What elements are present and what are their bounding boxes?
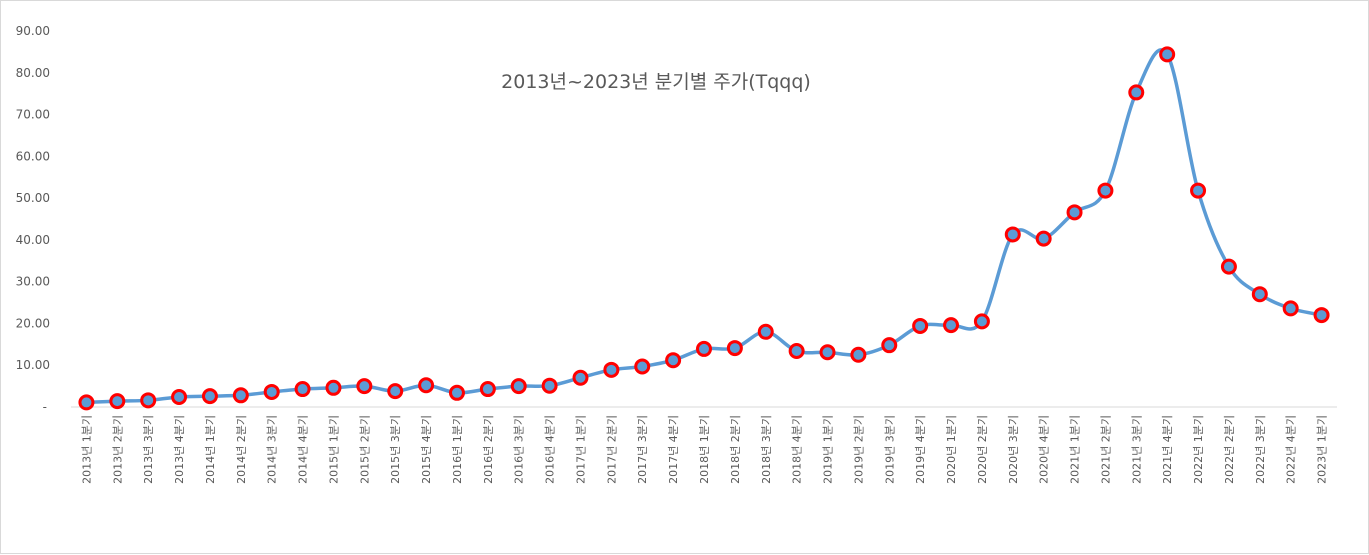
x-tick-label: 2014년 3분기 bbox=[266, 415, 279, 484]
x-tick-label: 2021년 3분기 bbox=[1130, 415, 1143, 484]
y-tick-label: 60.00 bbox=[16, 149, 50, 163]
data-point bbox=[78, 394, 95, 411]
y-tick-label: 90.00 bbox=[16, 24, 50, 38]
data-point bbox=[1128, 84, 1145, 101]
data-point bbox=[1066, 204, 1083, 221]
x-tick-label: 2022년 1분기 bbox=[1192, 415, 1205, 484]
data-point bbox=[448, 384, 465, 401]
data-point bbox=[1313, 307, 1330, 324]
x-tick-label: 2015년 1분기 bbox=[327, 415, 340, 484]
x-tick-label: 2017년 1분기 bbox=[574, 415, 587, 484]
x-tick-label: 2014년 4분기 bbox=[297, 415, 310, 484]
data-point bbox=[418, 377, 435, 394]
y-axis-ticks: - 10.00 20.00 30.00 40.00 50.00 60.00 70.00 80.0… bbox=[16, 24, 50, 414]
data-point bbox=[819, 344, 836, 361]
y-tick-label: 30.00 bbox=[16, 275, 50, 289]
data-point bbox=[912, 317, 929, 334]
x-tick-label: 2019년 1분기 bbox=[822, 415, 835, 484]
x-tick-label: 2016년 2분기 bbox=[482, 415, 495, 484]
x-tick-label: 2018년 2분기 bbox=[729, 415, 742, 484]
x-tick-label: 2016년 3분기 bbox=[513, 415, 526, 484]
data-point bbox=[850, 346, 867, 363]
data-point bbox=[232, 387, 249, 404]
data-point bbox=[881, 337, 898, 354]
data-point bbox=[325, 379, 342, 396]
y-tick-label: 10.00 bbox=[16, 358, 50, 372]
data-point bbox=[1035, 230, 1052, 247]
x-tick-label: 2014년 1분기 bbox=[204, 415, 217, 484]
x-tick-label: 2021년 2분기 bbox=[1099, 415, 1112, 484]
y-tick-label: 80.00 bbox=[16, 66, 50, 80]
data-point bbox=[171, 388, 188, 405]
data-point bbox=[263, 383, 280, 400]
x-tick-label: 2021년 1분기 bbox=[1069, 415, 1082, 484]
data-point bbox=[1251, 286, 1268, 303]
x-tick-label: 2016년 4분기 bbox=[544, 415, 557, 484]
data-point bbox=[1190, 182, 1207, 199]
x-tick-label: 2023년 1분기 bbox=[1316, 415, 1329, 484]
data-point bbox=[479, 381, 496, 398]
x-tick-label: 2016년 1분기 bbox=[451, 415, 464, 484]
x-tick-label: 2019년 4분기 bbox=[914, 415, 927, 484]
x-tick-label: 2020년 4분기 bbox=[1038, 415, 1051, 484]
data-point bbox=[1220, 258, 1237, 275]
x-tick-label: 2013년 3분기 bbox=[142, 415, 155, 484]
data-point bbox=[387, 383, 404, 400]
x-tick-label: 2017년 4분기 bbox=[667, 415, 680, 484]
data-point bbox=[109, 393, 126, 410]
x-tick-label: 2015년 3분기 bbox=[389, 415, 402, 484]
x-tick-label: 2018년 3분기 bbox=[760, 415, 773, 484]
x-tick-label: 2021년 4분기 bbox=[1161, 415, 1174, 484]
x-tick-label: 2013년 4분기 bbox=[173, 415, 186, 484]
data-point bbox=[541, 377, 558, 394]
data-point bbox=[572, 369, 589, 386]
x-tick-label: 2020년 2분기 bbox=[976, 415, 989, 484]
data-point bbox=[1159, 46, 1176, 63]
data-point bbox=[726, 340, 743, 357]
data-point bbox=[665, 352, 682, 369]
data-point bbox=[294, 381, 311, 398]
data-point bbox=[603, 361, 620, 378]
x-tick-label: 2022년 2분기 bbox=[1223, 415, 1236, 484]
data-point bbox=[788, 343, 805, 360]
series-markers bbox=[78, 46, 1330, 411]
x-tick-label: 2019년 2분기 bbox=[852, 415, 865, 484]
data-point bbox=[696, 340, 712, 357]
x-tick-label: 2017년 2분기 bbox=[605, 415, 618, 484]
chart-title: 2013년~2023년 분기별 주가(Tqqq) bbox=[501, 71, 811, 93]
y-tick-label: 50.00 bbox=[16, 191, 50, 205]
x-tick-label: 2020년 3분기 bbox=[1007, 415, 1020, 484]
x-tick-label: 2018년 4분기 bbox=[791, 415, 804, 484]
x-tick-label: 2018년 1분기 bbox=[698, 415, 711, 484]
data-point bbox=[1004, 226, 1021, 243]
x-tick-label: 2013년 2분기 bbox=[111, 415, 124, 484]
x-tick-label: 2015년 2분기 bbox=[358, 415, 371, 484]
data-point bbox=[634, 358, 651, 375]
data-point bbox=[140, 392, 157, 409]
y-tick-label: 70.00 bbox=[16, 108, 50, 122]
data-point bbox=[943, 317, 960, 334]
x-axis-ticks: 2013년 1분기 2013년 2분기 2013년 3분기 2013년 4분기 2014… bbox=[80, 415, 1328, 484]
data-point bbox=[201, 388, 218, 405]
x-tick-label: 2019년 3분기 bbox=[883, 415, 896, 484]
x-tick-label: 2020년 1분기 bbox=[945, 415, 958, 484]
data-point bbox=[1097, 182, 1114, 199]
x-tick-label: 2017년 3분기 bbox=[636, 415, 649, 484]
data-point bbox=[973, 313, 990, 330]
data-point bbox=[510, 378, 527, 395]
data-point bbox=[356, 378, 373, 395]
x-tick-label: 2022년 3분기 bbox=[1254, 415, 1267, 484]
data-point bbox=[1282, 300, 1299, 317]
y-tick-label: 20.00 bbox=[16, 316, 50, 330]
y-tick-label: - bbox=[43, 400, 47, 414]
x-tick-label: 2022년 4분기 bbox=[1285, 415, 1298, 484]
data-point bbox=[757, 323, 774, 340]
x-tick-label: 2013년 1분기 bbox=[80, 415, 93, 484]
x-tick-label: 2014년 2분기 bbox=[235, 415, 248, 484]
x-tick-label: 2015년 4분기 bbox=[420, 415, 433, 484]
y-tick-label: 40.00 bbox=[16, 233, 50, 247]
